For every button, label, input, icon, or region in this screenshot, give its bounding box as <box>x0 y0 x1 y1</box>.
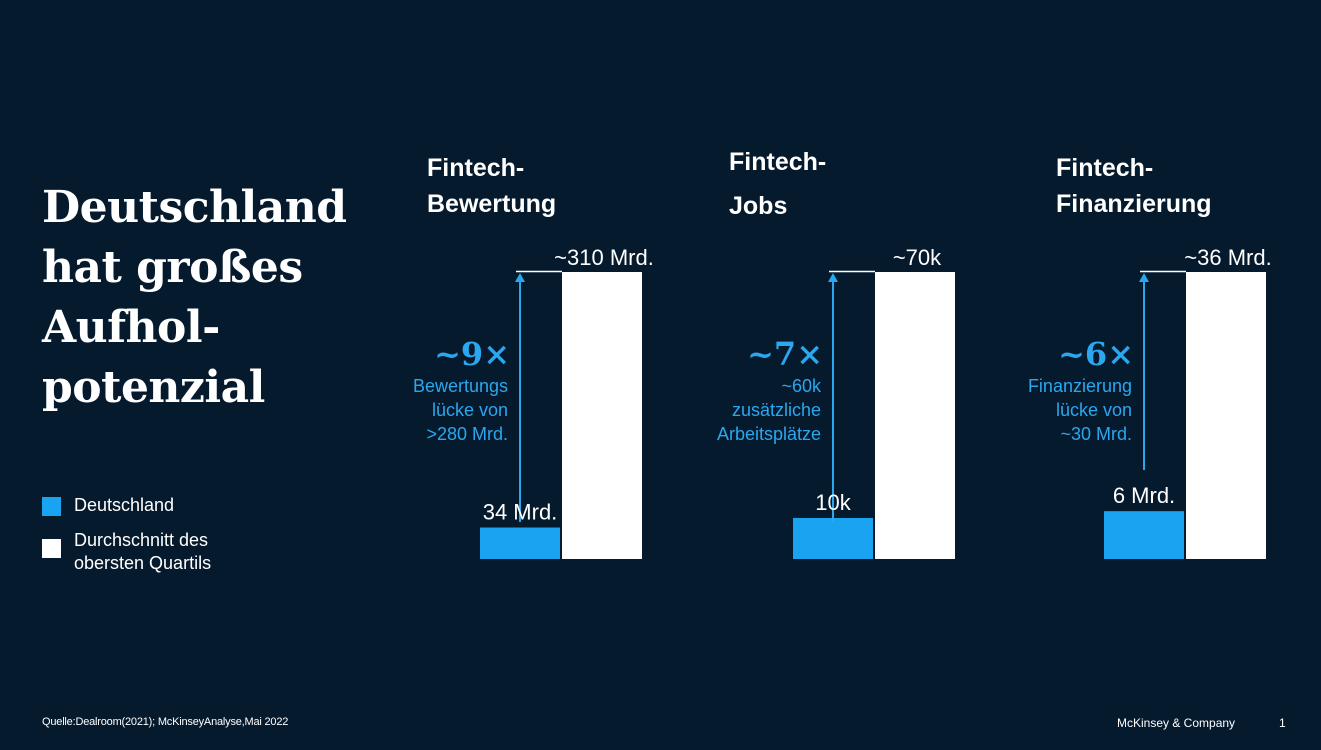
chart-title-line: Fintech- <box>1056 154 1153 182</box>
headline-line: hat großes <box>42 242 303 293</box>
bar-top-quartile <box>1186 272 1266 559</box>
chart-2: Fintech- Jobs ~70k 10k ~7× ~60k zusätzliche Arb… <box>717 148 955 559</box>
footer-brand: McKinsey & Company <box>1117 716 1236 730</box>
value-label-germany: 6 Mrd. <box>1113 483 1175 508</box>
value-label-germany: 10k <box>815 490 851 515</box>
gap-arrow-head <box>515 273 525 282</box>
gap-description-line: Finanzierung <box>1028 376 1132 396</box>
chart-title-line: Bewertung <box>427 190 556 218</box>
value-label-germany: 34 Mrd. <box>483 500 558 525</box>
footer-source: Quelle:Dealroom(2021); McKinseyAnalyse,M… <box>42 716 289 728</box>
multiplier-label: ~6× <box>1058 335 1134 373</box>
headline-line: potenzial <box>42 362 265 413</box>
multiplier-label: ~9× <box>434 335 510 373</box>
chart-title-line: Fintech- <box>729 148 826 176</box>
chart-1: Fintech- Bewertung ~310 Mrd. 34 Mrd. ~9× Bewe… <box>413 154 654 559</box>
gap-description-line: lücke von <box>432 400 508 420</box>
gap-description-line: >280 Mrd. <box>426 424 508 444</box>
gap-description-line: Bewertungs <box>413 376 508 396</box>
gap-arrow-head <box>1139 273 1149 282</box>
bar-top-quartile <box>562 272 642 559</box>
chart-3: Fintech- Finanzierung ~36 Mrd. 6 Mrd. ~6× Fin… <box>1028 154 1272 559</box>
value-label-top-quartile: ~310 Mrd. <box>554 245 654 270</box>
legend-label-germany: Deutschland <box>74 495 175 515</box>
headline: Deutschland hat großes Aufhol- potenzial <box>42 178 347 418</box>
legend-label-top-quartile: Durchschnitt des obersten Quartils <box>74 530 212 573</box>
headline-line: Deutschland <box>42 182 347 233</box>
page-number: 1 <box>1279 716 1286 730</box>
bar-germany <box>480 527 560 559</box>
legend-swatch-top-quartile <box>42 539 61 558</box>
chart-title-line: Jobs <box>729 192 787 220</box>
headline-line: Aufhol- <box>42 302 220 353</box>
gap-arrow-head <box>828 273 838 282</box>
gap-description-line: ~60k <box>781 376 822 396</box>
multiplier-label: ~7× <box>747 335 823 373</box>
gap-description-line: ~30 Mrd. <box>1060 424 1132 444</box>
legend-swatch-germany <box>42 497 61 516</box>
value-label-top-quartile: ~70k <box>893 245 942 270</box>
value-label-top-quartile: ~36 Mrd. <box>1184 245 1271 270</box>
chart-title-line: Finanzierung <box>1056 190 1212 218</box>
gap-description-line: Arbeitsplätze <box>717 424 821 444</box>
gap-description-line: zusätzliche <box>732 400 821 420</box>
chart-title-line: Fintech- <box>427 154 524 182</box>
bar-top-quartile <box>875 272 955 559</box>
bar-germany <box>793 518 873 559</box>
gap-description-line: lücke von <box>1056 400 1132 420</box>
bar-germany <box>1104 511 1184 559</box>
